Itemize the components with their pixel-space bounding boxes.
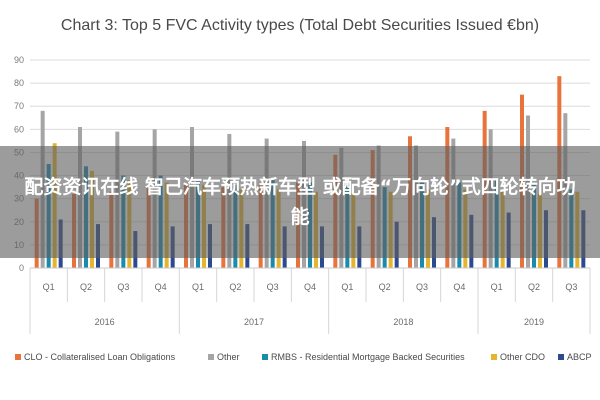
legend-swatch <box>208 354 214 360</box>
year-label: 2018 <box>393 317 413 327</box>
x-tick-label: Q3 <box>416 282 428 292</box>
x-tick-label: Q1 <box>192 282 204 292</box>
legend-swatch <box>558 354 564 360</box>
legend-label: RMBS - Residential Mortgage Backed Secur… <box>271 352 465 362</box>
y-tick-label: 70 <box>14 101 24 111</box>
x-tick-label: Q4 <box>453 282 465 292</box>
x-tick-label: Q4 <box>155 282 167 292</box>
chart-title: Chart 3: Top 5 FVC Activity types (Total… <box>61 17 539 34</box>
legend-label: ABCP <box>567 352 592 362</box>
legend-swatch <box>15 354 21 360</box>
x-tick-label: Q1 <box>341 282 353 292</box>
headline-overlay-text: 配资资讯在线 智己汽车预热新车型 或配备“万向轮”式四轮转向功能 <box>24 176 576 228</box>
legend: CLO - Collateralised Loan Obligations Oth… <box>15 352 592 362</box>
x-tick-label: Q1 <box>491 282 503 292</box>
x-tick-label: Q4 <box>304 282 316 292</box>
y-tick-label: 80 <box>14 78 24 88</box>
year-label: 2016 <box>95 317 115 327</box>
x-tick-label: Q1 <box>43 282 55 292</box>
legend-label: CLO - Collateralised Loan Obligations <box>24 352 176 362</box>
x-tick-label: Q2 <box>379 282 391 292</box>
y-tick-label: 0 <box>19 263 24 273</box>
headline-overlay-banner[interactable]: 配资资讯在线 智己汽车预热新车型 或配备“万向轮”式四轮转向功能 <box>0 146 600 258</box>
legend-swatch <box>262 354 268 360</box>
legend-label: Other CDO <box>500 352 545 362</box>
x-tick-label: Q3 <box>565 282 577 292</box>
legend-swatch <box>491 354 497 360</box>
year-label: 2017 <box>244 317 264 327</box>
x-axis: Q1 Q2 Q3 Q4 Q1 Q2 Q3 Q4 Q1 Q2 Q3 Q4 Q1 Q2 Q3 2016 2017 20… <box>29 267 591 334</box>
x-tick-label: Q2 <box>229 282 241 292</box>
x-tick-label: Q2 <box>80 282 92 292</box>
y-tick-label: 60 <box>14 124 24 134</box>
legend-label: Other <box>217 352 240 362</box>
year-label: 2019 <box>524 317 544 327</box>
x-tick-label: Q3 <box>267 282 279 292</box>
x-tick-label: Q3 <box>117 282 129 292</box>
x-tick-label: Q2 <box>528 282 540 292</box>
y-tick-label: 90 <box>14 55 24 65</box>
